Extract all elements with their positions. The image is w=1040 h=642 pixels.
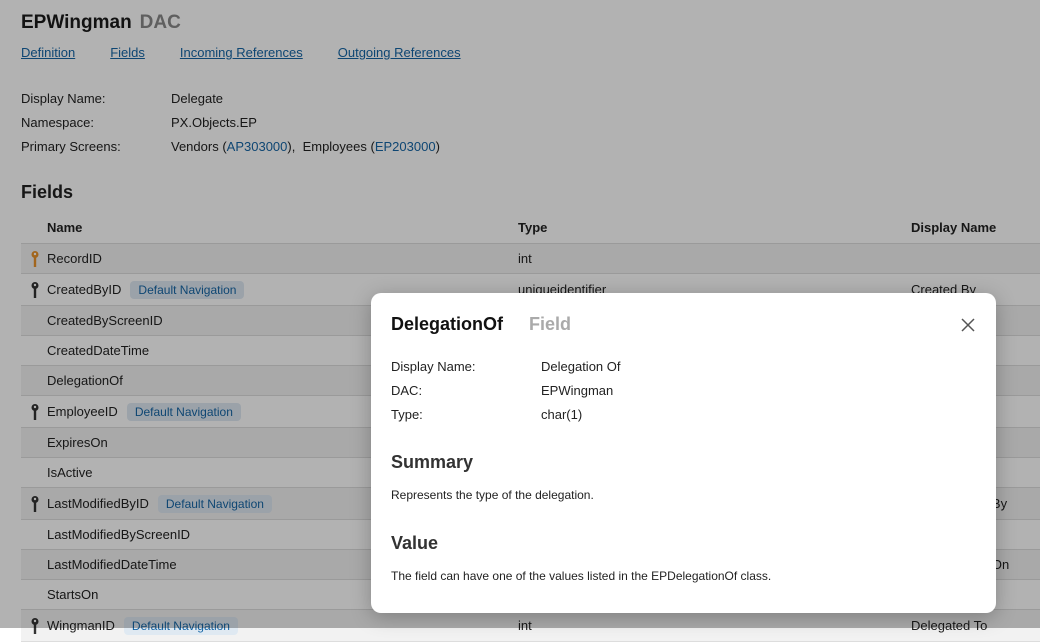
fields-heading: Fields xyxy=(21,182,74,202)
field-name[interactable]: LastModifiedByScreenID xyxy=(47,527,191,542)
field-name[interactable]: DelegationOf xyxy=(47,373,123,388)
field-name[interactable]: CreatedByID xyxy=(47,282,122,297)
section-links: Definition Fields Incoming References Ou… xyxy=(21,45,496,60)
dac-properties: Display Name: Delegate Namespace: PX.Objec… xyxy=(21,86,440,158)
page-title: EPWingman DAC xyxy=(21,12,181,34)
value-heading: Value xyxy=(391,533,439,553)
table-row[interactable]: RecordID int xyxy=(21,244,1040,274)
field-name: DelegationOf xyxy=(391,314,504,334)
screen-link[interactable]: AP303000 xyxy=(226,138,288,154)
field-name[interactable]: LastModifiedDateTime xyxy=(47,557,177,572)
field-name-cell: LastModifiedByID Default Navigation xyxy=(21,494,518,513)
field-name[interactable]: CreatedDateTime xyxy=(47,343,150,358)
close-icon[interactable] xyxy=(960,317,976,333)
label: Type: xyxy=(391,406,423,422)
field-name-cell: EmployeeID Default Navigation xyxy=(21,402,518,421)
table-header: Name Type Display Name xyxy=(21,212,1040,244)
label: Primary Screens: xyxy=(21,138,121,154)
field-name-cell: StartsOn xyxy=(21,587,518,602)
foreign-key-icon xyxy=(31,281,39,298)
default-navigation-badge: Default Navigation xyxy=(157,494,272,513)
field-name[interactable]: LastModifiedByID xyxy=(47,496,149,511)
dialog-title: DelegationOf Field xyxy=(391,314,571,335)
foreign-key-icon xyxy=(31,495,39,512)
tab-definition[interactable]: Definition xyxy=(21,45,76,60)
field-name-cell: LastModifiedByScreenID xyxy=(21,527,518,542)
screen-name: Employees xyxy=(302,138,367,154)
field-label: Field xyxy=(529,314,572,334)
label: DAC: xyxy=(391,382,423,398)
summary-text: Represents the type of the delegation. xyxy=(391,488,594,502)
column-header-type: Type xyxy=(518,220,548,235)
field-name[interactable]: EmployeeID xyxy=(47,404,118,419)
field-name-cell: CreatedByScreenID xyxy=(21,313,518,328)
label: Display Name: xyxy=(21,90,106,106)
field-name-cell: LastModifiedDateTime xyxy=(21,557,518,572)
primary-screens: Vendors (AP303000), Employees (EP203000) xyxy=(171,138,440,154)
primary-key-icon xyxy=(31,250,39,267)
tab-outgoing-references[interactable]: Outgoing References xyxy=(337,45,461,60)
label: Namespace: xyxy=(21,114,94,130)
column-header-display-name: Display Name xyxy=(911,220,997,235)
field-properties: Display Name: Delegation Of DAC: EPWingman… xyxy=(391,354,621,426)
screen-name: Vendors xyxy=(171,138,219,154)
field-name-cell: RecordID xyxy=(21,250,518,267)
dac-value: EPWingman xyxy=(541,382,614,398)
dac-name: EPWingman xyxy=(21,12,132,33)
value-text: The field can have one of the values lis… xyxy=(391,569,772,583)
screen-link[interactable]: EP203000 xyxy=(374,138,436,154)
display-name-value: Delegate xyxy=(171,90,224,106)
label: Display Name: xyxy=(391,358,476,374)
tab-incoming-references[interactable]: Incoming References xyxy=(179,45,303,60)
column-header-name: Name xyxy=(47,220,83,235)
field-name[interactable]: IsActive xyxy=(47,465,93,480)
field-type: int xyxy=(518,251,532,266)
summary-heading: Summary xyxy=(391,452,474,472)
display-name-value: Delegation Of xyxy=(541,358,621,374)
field-name[interactable]: CreatedByScreenID xyxy=(47,313,163,328)
type-value: char(1) xyxy=(541,406,583,422)
field-name[interactable]: ExpiresOn xyxy=(47,435,108,450)
field-name[interactable]: RecordID xyxy=(47,251,102,266)
field-name-cell: IsActive xyxy=(21,465,518,480)
field-name-cell: ExpiresOn xyxy=(21,435,518,450)
field-name[interactable]: StartsOn xyxy=(47,587,99,602)
default-navigation-badge: Default Navigation xyxy=(130,280,245,299)
foreign-key-icon xyxy=(31,403,39,420)
tab-fields[interactable]: Fields xyxy=(110,45,145,60)
default-navigation-badge: Default Navigation xyxy=(126,402,241,421)
namespace-value: PX.Objects.EP xyxy=(171,114,257,130)
dac-label: DAC xyxy=(139,12,181,33)
field-name-cell: CreatedDateTime xyxy=(21,343,518,358)
field-name-cell: DelegationOf xyxy=(21,373,518,388)
field-name-cell: CreatedByID Default Navigation xyxy=(21,280,518,299)
field-details-dialog: DelegationOf Field Display Name: Delegatio… xyxy=(371,293,996,613)
